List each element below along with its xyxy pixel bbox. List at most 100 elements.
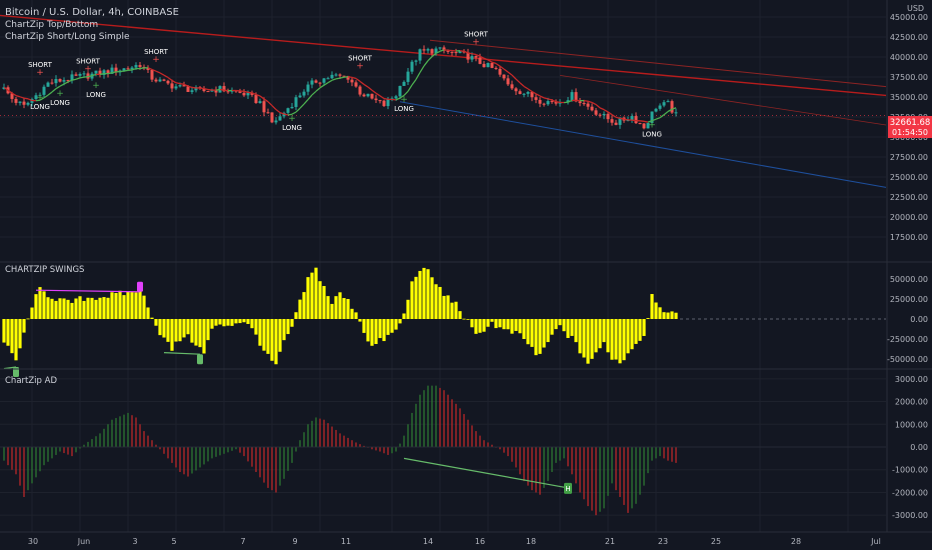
swing-bar xyxy=(530,319,534,347)
swing-bar xyxy=(10,319,14,354)
ad-tick-label: -3000.00 xyxy=(892,511,928,520)
ad-bar xyxy=(251,447,253,467)
swing-bar xyxy=(674,312,678,319)
signal-ma-segment xyxy=(435,50,441,54)
signal-ma-segment xyxy=(503,68,509,73)
signal-ma-segment xyxy=(7,89,13,94)
swing-bar xyxy=(70,302,74,319)
swing-bar xyxy=(602,319,606,343)
signal-ma-segment xyxy=(659,114,665,119)
candle xyxy=(174,83,178,91)
signal-ma-segment xyxy=(591,101,597,106)
ad-bar xyxy=(323,419,325,447)
signal-ma-segment xyxy=(643,120,649,123)
signal-ma-segment xyxy=(199,87,205,90)
signal-ma-segment xyxy=(423,60,429,67)
swing-bar xyxy=(322,286,326,319)
candle xyxy=(418,48,422,64)
candle xyxy=(218,85,222,93)
ad-bar xyxy=(563,447,565,459)
ad-bar xyxy=(411,412,413,447)
ad-bar xyxy=(519,447,521,475)
swing-bar xyxy=(662,312,666,319)
signal-ma-segment xyxy=(299,103,305,109)
candle xyxy=(286,107,290,115)
swing-bar xyxy=(106,297,110,319)
candle xyxy=(486,62,490,68)
signal-ma-segment xyxy=(631,119,637,122)
swing-bar xyxy=(82,300,86,319)
swing-bar xyxy=(274,319,278,365)
swing-bar xyxy=(610,319,614,360)
candle xyxy=(410,59,414,75)
bar-countdown: 01:54:50 xyxy=(892,128,928,137)
candle xyxy=(306,81,310,96)
ad-bar xyxy=(355,442,357,447)
trend-line-blue xyxy=(399,101,887,188)
swing-bar xyxy=(382,319,386,342)
signal-ma-segment xyxy=(483,57,489,61)
ad-bar xyxy=(91,439,93,447)
time-tick-label: 28 xyxy=(791,537,801,546)
signal-ma-segment xyxy=(75,77,81,80)
signal-ma-segment xyxy=(519,82,525,87)
swing-bar xyxy=(498,319,502,328)
pane-dividers xyxy=(0,0,932,533)
signal-ma-segment xyxy=(111,71,117,74)
ad-bar xyxy=(7,447,9,466)
candle xyxy=(662,99,666,108)
swing-bar xyxy=(242,319,246,323)
swings-pane-title[interactable]: CHARTZIP SWINGS xyxy=(5,265,84,275)
swing-tick-label: -25000.00 xyxy=(887,335,928,344)
swing-bar xyxy=(370,319,374,346)
swing-bar xyxy=(450,302,454,319)
signal-ma-segment xyxy=(107,72,113,75)
swing-bar xyxy=(138,286,142,319)
magenta-line-marker xyxy=(137,281,143,292)
candle xyxy=(366,93,370,98)
ad-bar xyxy=(3,447,5,461)
candle xyxy=(154,77,158,83)
time-axis[interactable]: 30 Jun 3 5 7 9 11 14 16 18 21 23 25 28 Jul xyxy=(28,537,881,546)
swing-bar xyxy=(546,319,550,343)
ad-bar xyxy=(511,447,513,462)
candle xyxy=(598,113,602,118)
candle xyxy=(490,62,494,69)
swing-bar xyxy=(338,292,342,319)
ad-bar xyxy=(387,447,389,455)
swing-bar xyxy=(142,295,146,319)
signal-label: LONG xyxy=(394,105,414,113)
ad-bar xyxy=(119,416,121,447)
signal-ma-segment xyxy=(319,84,325,89)
indicator-top-bottom-label[interactable]: ChartZip Top/Bottom xyxy=(5,20,98,30)
ad-layer: H xyxy=(0,385,886,516)
time-tick-label: Jun xyxy=(77,537,91,546)
trend-lines xyxy=(0,14,887,188)
ad-bar xyxy=(567,447,569,467)
candle xyxy=(518,89,522,95)
indicator-short-long-label[interactable]: ChartZip Short/Long Simple xyxy=(5,32,130,42)
ad-pane-title[interactable]: ChartZip AD xyxy=(5,376,57,386)
candle xyxy=(638,122,642,125)
swing-bar xyxy=(366,319,370,342)
swing-bar xyxy=(222,319,226,327)
ad-bar xyxy=(623,447,625,505)
swing-bar xyxy=(482,319,486,332)
swing-bar xyxy=(378,319,382,339)
swing-bar xyxy=(110,292,114,319)
symbol-title[interactable]: Bitcoin / U.S. Dollar, 4h, COINBASE xyxy=(5,7,179,18)
ad-bar xyxy=(151,440,153,447)
candle xyxy=(534,94,538,104)
time-tick-label: 18 xyxy=(526,537,536,546)
swing-tick-label: 25000.00 xyxy=(890,295,928,304)
ad-bar xyxy=(547,447,549,482)
swing-bar xyxy=(238,319,242,324)
signal-ma-segment xyxy=(275,109,281,114)
ad-bar xyxy=(303,432,305,447)
ad-bar xyxy=(655,447,657,459)
signal-ma-segment xyxy=(371,89,377,94)
ad-bar xyxy=(471,425,473,447)
candle xyxy=(502,74,506,81)
short-signal: SHORT+ xyxy=(76,58,101,75)
